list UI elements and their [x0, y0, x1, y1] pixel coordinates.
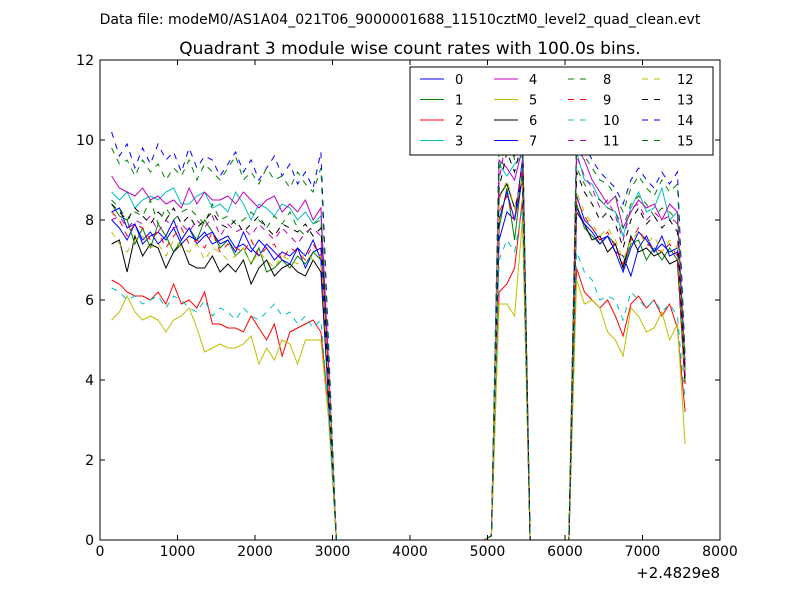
- series-line-2: [111, 199, 686, 540]
- series-line-0: [111, 159, 686, 540]
- y-tick-label: 6: [85, 293, 94, 309]
- legend-label-0: 0: [455, 73, 463, 88]
- x-tick-label: 7000: [625, 544, 661, 560]
- legend-label-4: 4: [529, 73, 537, 88]
- legend-label-5: 5: [529, 94, 537, 109]
- series-line-10: [111, 207, 686, 540]
- legend-label-7: 7: [529, 135, 537, 150]
- y-tick-label: 4: [85, 373, 94, 389]
- legend-label-2: 2: [455, 114, 463, 129]
- x-offset-label: +2.4829e8: [636, 564, 720, 582]
- legend-box: [409, 66, 714, 156]
- x-tick-label: 0: [96, 544, 105, 560]
- legend-label-15: 15: [677, 135, 694, 150]
- chart-title: Quadrant 3 module wise count rates with …: [179, 39, 640, 59]
- x-tick-label: 4000: [392, 544, 428, 560]
- x-tick-label: 5000: [470, 544, 506, 560]
- legend-label-3: 3: [455, 135, 463, 150]
- series-line-3: [111, 151, 686, 540]
- x-tick-label: 2000: [237, 544, 273, 560]
- figure-suptitle: Data file: modeM0/AS1A04_021T06_90000016…: [100, 12, 701, 28]
- series-line-13: [111, 139, 686, 540]
- series-line-6: [111, 179, 686, 540]
- x-tick-label: 3000: [315, 544, 351, 560]
- y-tick-label: 8: [85, 213, 94, 229]
- legend-label-14: 14: [677, 114, 694, 129]
- series-line-11: [111, 123, 686, 540]
- legend-label-13: 13: [677, 94, 694, 109]
- series-line-5: [111, 219, 686, 540]
- legend-label-9: 9: [603, 94, 611, 109]
- legend-label-10: 10: [603, 114, 620, 129]
- series-layer: [111, 115, 686, 540]
- x-tick-label: 6000: [547, 544, 583, 560]
- legend-label-12: 12: [677, 73, 694, 88]
- y-tick-label: 12: [76, 53, 94, 69]
- y-tick-label: 0: [85, 533, 94, 549]
- legend-label-11: 11: [603, 135, 620, 150]
- series-line-12: [111, 178, 686, 540]
- x-axis: 0 1000 2000 3000 4000 5000 6000 7000 8000: [96, 60, 738, 560]
- legend-label-1: 1: [455, 94, 463, 109]
- legend-label-6: 6: [529, 114, 537, 129]
- x-tick-label: 1000: [160, 544, 196, 560]
- series-line-7: [111, 179, 686, 540]
- y-tick-label: 10: [76, 133, 94, 149]
- y-tick-label: 2: [85, 453, 94, 469]
- x-tick-label: 8000: [702, 544, 738, 560]
- legend-label-8: 8: [603, 73, 611, 88]
- series-line-4: [111, 146, 686, 540]
